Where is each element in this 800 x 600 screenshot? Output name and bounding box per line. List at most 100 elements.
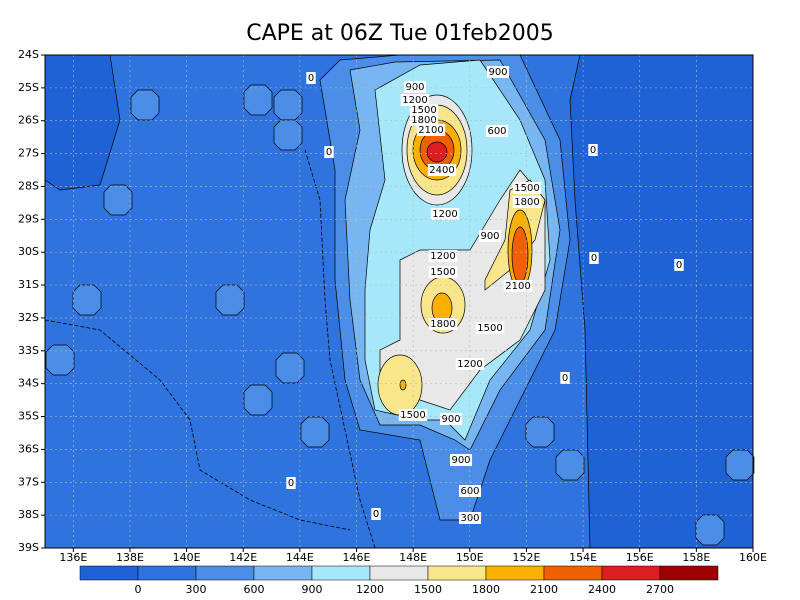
contour-label-bg	[478, 230, 502, 242]
patch	[275, 352, 305, 384]
contour-label: 0	[308, 73, 314, 84]
y-tick-label: 26S	[18, 114, 39, 127]
y-tick-label: 30S	[18, 245, 39, 258]
contour-label: 1800	[430, 319, 455, 330]
contour-label: 0	[676, 260, 682, 271]
contour-label: 0	[326, 147, 332, 158]
contour-label: 0	[591, 253, 597, 264]
y-tick-label: 27S	[18, 147, 39, 160]
contour-fill	[399, 379, 407, 391]
contour-label: 600	[487, 126, 506, 137]
colorbar-box	[485, 565, 545, 581]
patch	[725, 449, 755, 481]
contour-label-bg	[286, 477, 296, 489]
y-tick-label: 29S	[18, 212, 39, 225]
contour-label: 0	[288, 478, 294, 489]
contour-fill	[569, 54, 754, 549]
x-tick-label: 152E	[512, 551, 540, 564]
contour-label: 900	[488, 67, 507, 78]
patch	[695, 514, 725, 546]
plot-frame	[44, 54, 754, 549]
contour-label: 900	[405, 82, 424, 93]
patch	[103, 184, 133, 216]
patch	[525, 416, 555, 448]
contour-label-bg	[560, 372, 570, 384]
contour-label: 1500	[514, 183, 539, 194]
colorbar-label: 600	[244, 583, 265, 596]
contour-label-bg	[475, 322, 505, 334]
colorbar-label: 900	[302, 583, 323, 596]
x-tick-label: 138E	[116, 551, 144, 564]
colorbar-label: 300	[186, 583, 207, 596]
y-tick-label: 28S	[18, 179, 39, 192]
contour-fill	[379, 169, 546, 411]
patch	[215, 284, 245, 316]
contour-label: 300	[460, 513, 479, 524]
patch	[45, 344, 75, 376]
contour-label-bg	[589, 252, 599, 264]
colorbar-label: 2100	[530, 583, 558, 596]
contour-label: 900	[441, 414, 460, 425]
contour-label: 2400	[429, 165, 454, 176]
y-tick-label: 38S	[18, 508, 39, 521]
colorbar-box	[543, 565, 603, 581]
contour-label-bg	[306, 72, 316, 84]
colorbar-box	[253, 565, 313, 581]
colorbar-label: 0	[135, 583, 142, 596]
colorbar-box	[137, 565, 197, 581]
patch	[72, 284, 102, 316]
colorbar-box	[427, 565, 487, 581]
x-tick-label: 136E	[59, 551, 87, 564]
x-tick-label: 144E	[286, 551, 314, 564]
contour-label-bg	[371, 508, 381, 520]
y-tick-label: 24S	[18, 48, 39, 61]
coastline	[44, 149, 376, 549]
y-tick-label: 32S	[18, 311, 39, 324]
contour-label-bg	[427, 164, 457, 176]
colorbar-box	[601, 565, 661, 581]
contour-label-bg	[428, 250, 458, 262]
contour-fill	[511, 226, 529, 284]
contour-label-bg	[588, 144, 598, 156]
contour-label: 1800	[411, 115, 436, 126]
colorbar-box	[79, 565, 139, 581]
contour-fill	[426, 141, 448, 163]
y-tick-label: 37S	[18, 475, 39, 488]
contour-label-bg	[428, 266, 458, 278]
patch	[273, 119, 303, 151]
contour-label-bg	[324, 146, 334, 158]
x-tick-label: 146E	[343, 551, 371, 564]
x-tick-label: 158E	[682, 551, 710, 564]
contour-label: 0	[590, 145, 596, 156]
y-tick-label: 31S	[18, 278, 39, 291]
contour-label-bg	[455, 358, 485, 370]
x-tick-label: 148E	[399, 551, 427, 564]
colorbar-label: 1500	[414, 583, 442, 596]
x-tick-label: 142E	[229, 551, 257, 564]
y-tick-label: 39S	[18, 541, 39, 554]
colorbar-box	[369, 565, 429, 581]
x-tick-label: 160E	[739, 551, 767, 564]
contour-label: 1500	[477, 323, 502, 334]
patch	[555, 449, 585, 481]
y-tick-label: 33S	[18, 344, 39, 357]
contour-label: 1500	[411, 105, 436, 116]
contour-label: 1200	[457, 359, 482, 370]
contour-label: 0	[373, 509, 379, 520]
contour-label-bg	[503, 280, 533, 292]
contour-label-bg	[439, 413, 463, 425]
contour-label-bg	[409, 114, 439, 126]
patch	[243, 84, 273, 116]
contour-label-bg	[449, 454, 473, 466]
y-tick-label: 35S	[18, 410, 39, 423]
patch	[243, 384, 273, 416]
contour-label: 1200	[402, 95, 427, 106]
contour-label: 1200	[432, 209, 457, 220]
chart-title: CAPE at 06Z Tue 01feb2005	[246, 21, 554, 46]
colorbar-label: 1800	[472, 583, 500, 596]
x-tick-label: 140E	[173, 551, 201, 564]
contour-label-bg	[400, 94, 430, 106]
contour-label-bg	[486, 66, 510, 78]
contour-label: 2100	[418, 125, 443, 136]
